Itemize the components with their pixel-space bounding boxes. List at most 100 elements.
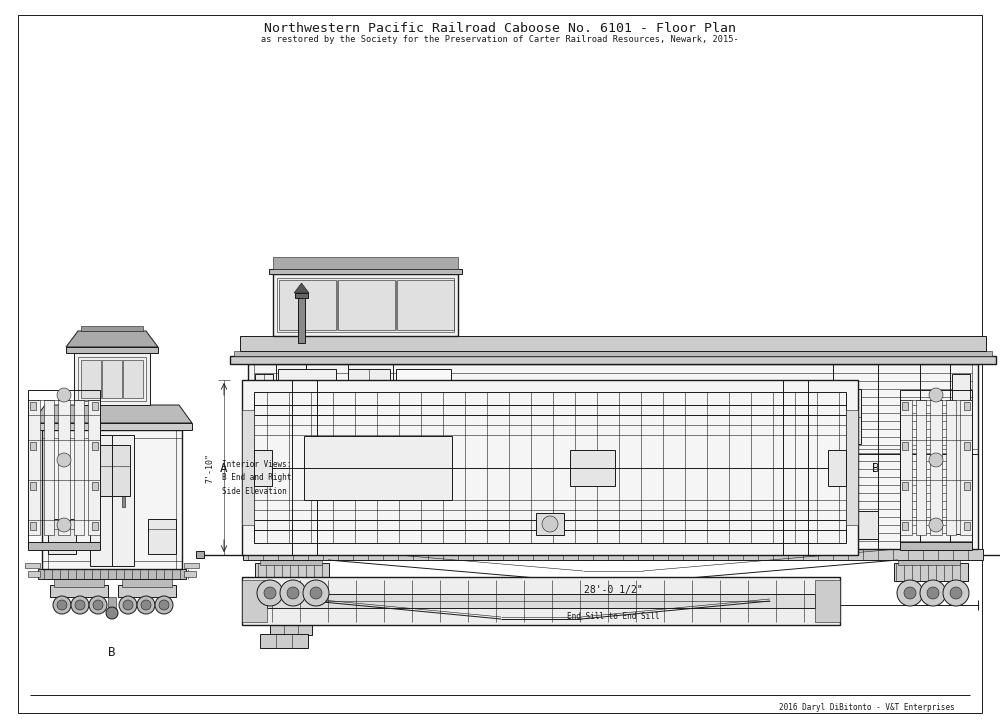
Bar (279, 280, 336, 330)
Circle shape (75, 600, 85, 610)
Bar (92, 442, 98, 450)
Bar (282, 384, 332, 439)
Bar (902, 442, 908, 450)
Bar (108, 597, 116, 615)
Text: A: A (220, 462, 228, 474)
Circle shape (310, 587, 322, 599)
Bar (196, 551, 204, 558)
Circle shape (929, 453, 943, 467)
Bar (92, 522, 98, 530)
Bar (902, 482, 908, 490)
Bar (898, 560, 960, 565)
Bar (295, 293, 308, 298)
Circle shape (929, 388, 943, 402)
Bar (25, 563, 40, 568)
Bar (270, 521, 278, 546)
Circle shape (264, 587, 276, 599)
Circle shape (71, 596, 89, 614)
Polygon shape (294, 283, 309, 293)
Bar (78, 357, 146, 401)
Bar (348, 369, 390, 546)
Bar (900, 542, 972, 550)
Circle shape (57, 518, 71, 532)
Bar (44, 400, 54, 535)
Bar (38, 569, 186, 579)
Polygon shape (32, 405, 192, 423)
Bar (32, 423, 192, 430)
Bar (960, 400, 972, 535)
Bar (92, 482, 98, 490)
Bar (463, 389, 531, 444)
Bar (90, 435, 134, 566)
Bar (123, 360, 143, 398)
Circle shape (137, 596, 155, 614)
Bar (28, 542, 100, 550)
Bar (28, 400, 40, 535)
Bar (964, 442, 970, 450)
Bar (81, 360, 101, 398)
Bar (338, 280, 395, 330)
Bar (298, 298, 305, 343)
Bar (102, 360, 122, 398)
Text: B: B (872, 462, 880, 474)
Bar (122, 495, 125, 507)
Bar (397, 280, 454, 330)
Bar (28, 571, 40, 577)
Bar (254, 364, 972, 549)
Circle shape (943, 580, 969, 606)
Bar (916, 400, 926, 535)
Bar (50, 585, 108, 597)
Circle shape (897, 580, 923, 606)
Bar (48, 430, 176, 569)
Bar (118, 585, 176, 597)
Bar (578, 389, 646, 444)
Bar (54, 579, 104, 587)
Bar (242, 410, 254, 525)
Bar (255, 374, 273, 534)
Bar (242, 380, 858, 555)
Circle shape (280, 580, 306, 606)
Bar (793, 389, 861, 444)
Bar (902, 522, 908, 530)
Bar (902, 402, 908, 410)
Bar (458, 499, 508, 529)
Circle shape (927, 587, 939, 599)
Bar (30, 482, 36, 490)
Circle shape (119, 596, 137, 614)
Text: End Sill to End Sill: End Sill to End Sill (567, 612, 659, 621)
Circle shape (542, 516, 558, 532)
Bar (184, 563, 199, 568)
Bar (58, 400, 70, 535)
Bar (536, 513, 564, 535)
Polygon shape (66, 331, 158, 347)
Bar (260, 634, 308, 648)
Bar (74, 400, 84, 535)
Bar (952, 374, 970, 534)
Bar (74, 353, 150, 405)
Bar (243, 549, 983, 560)
Text: as restored by the Society for the Preservation of Carter Railroad Resources, Ne: as restored by the Society for the Prese… (261, 35, 739, 44)
Bar (42, 430, 182, 569)
Circle shape (57, 388, 71, 402)
Text: 2016 Daryl DiBitonto - V&T Enterprises: 2016 Daryl DiBitonto - V&T Enterprises (779, 703, 955, 711)
Bar (254, 450, 272, 486)
Bar (828, 450, 846, 486)
Text: Interior Views:
B End and Right
Side Elevation: Interior Views: B End and Right Side Ele… (222, 460, 291, 496)
Bar (30, 402, 36, 410)
Bar (230, 356, 996, 364)
Circle shape (155, 596, 173, 614)
Bar (255, 563, 329, 581)
Circle shape (287, 587, 299, 599)
Bar (94, 445, 130, 496)
Bar (269, 269, 462, 274)
Bar (273, 274, 458, 336)
Bar (964, 402, 970, 410)
Circle shape (159, 600, 169, 610)
Bar (254, 392, 846, 543)
Circle shape (950, 587, 962, 599)
Circle shape (303, 580, 329, 606)
Text: Northwestern Pacific Railroad Caboose No. 6101 - Floor Plan: Northwestern Pacific Railroad Caboose No… (264, 22, 736, 35)
Circle shape (53, 596, 71, 614)
Bar (234, 351, 992, 356)
Bar (798, 511, 878, 539)
